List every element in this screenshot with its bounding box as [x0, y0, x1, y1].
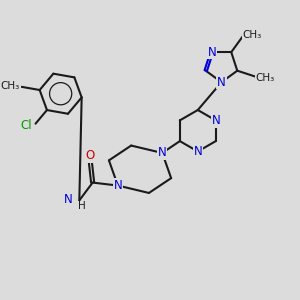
Text: N: N: [158, 146, 167, 160]
Text: N: N: [64, 193, 73, 206]
Text: CH₃: CH₃: [1, 81, 20, 91]
Text: CH₃: CH₃: [242, 30, 262, 40]
Text: N: N: [212, 114, 220, 127]
Text: N: N: [217, 76, 226, 89]
Text: N: N: [113, 179, 122, 192]
Text: N: N: [194, 145, 202, 158]
Text: Cl: Cl: [21, 119, 32, 132]
Text: O: O: [86, 149, 95, 162]
Text: N: N: [207, 46, 216, 59]
Text: H: H: [78, 201, 86, 211]
Text: CH₃: CH₃: [256, 74, 275, 83]
